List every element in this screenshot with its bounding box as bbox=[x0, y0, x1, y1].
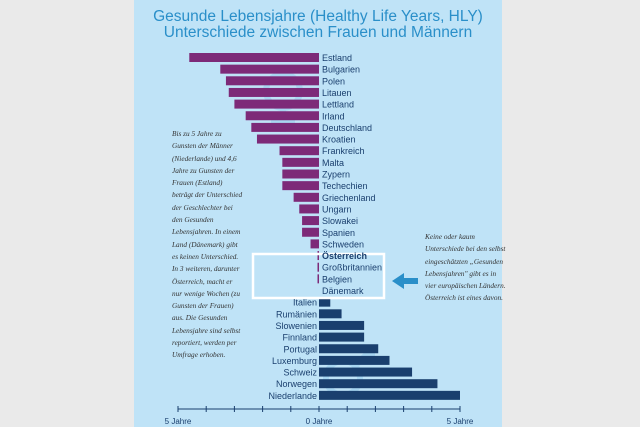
bar-irland bbox=[245, 111, 319, 121]
note-right: Keine oder kaum Unterschiede bei den sel… bbox=[425, 232, 506, 303]
label-slowenien: Slowenien bbox=[275, 321, 317, 331]
label-slowakei: Slowakei bbox=[322, 216, 358, 226]
label-zypern: Zypern bbox=[322, 170, 350, 180]
label-techechien: Techechien bbox=[322, 181, 368, 191]
x-tick-label: 0 Jahre bbox=[306, 417, 333, 426]
bar-portugal bbox=[319, 344, 379, 354]
bar-bulgarien bbox=[220, 64, 319, 74]
bar-niederlande bbox=[319, 390, 460, 400]
label-deutschland: Deutschland bbox=[322, 123, 372, 133]
label-luxemburg: Luxemburg bbox=[272, 356, 317, 366]
label-frankreich: Frankreich bbox=[322, 146, 365, 156]
note-left: Bis zu 5 Jahre zu Gunsten der Männer (Ni… bbox=[172, 129, 243, 360]
bar-lettland bbox=[234, 99, 319, 109]
label-polen: Polen bbox=[322, 76, 345, 86]
x-tick-label: 5 Jahre bbox=[165, 417, 192, 426]
label-bulgarien: Bulgarien bbox=[322, 65, 360, 75]
label-italien: Italien bbox=[293, 298, 317, 308]
bar-griechenland bbox=[293, 192, 319, 202]
label-norwegen: Norwegen bbox=[276, 379, 317, 389]
bar-schweiz bbox=[319, 367, 413, 377]
bar-schweden bbox=[310, 239, 319, 249]
bar-gro-britannien bbox=[317, 262, 319, 272]
label-griechenland: Griechenland bbox=[322, 193, 376, 203]
bar-norwegen bbox=[319, 379, 438, 389]
bar-ungarn bbox=[299, 204, 319, 214]
label-spanien: Spanien bbox=[322, 228, 355, 238]
bar-litauen bbox=[228, 87, 319, 97]
x-tick-label: 5 Jahre bbox=[447, 417, 474, 426]
bar-spanien bbox=[302, 227, 319, 237]
bar-italien bbox=[319, 297, 331, 307]
label-portugal: Portugal bbox=[283, 344, 317, 354]
arrow-left-icon bbox=[392, 273, 418, 289]
bar-frankreich bbox=[279, 146, 319, 156]
bar-slowakei bbox=[302, 216, 319, 226]
label-estland: Estland bbox=[322, 53, 352, 63]
bar-rum-nien bbox=[319, 309, 342, 319]
bar--sterreich bbox=[317, 251, 319, 261]
label-irland: Irland bbox=[322, 111, 345, 121]
bar-finnland bbox=[319, 332, 365, 342]
bar-malta bbox=[282, 157, 319, 167]
bar-estland bbox=[189, 53, 319, 62]
bar-belgien bbox=[317, 274, 319, 284]
label-schweiz: Schweiz bbox=[283, 368, 317, 378]
bar-kroatien bbox=[256, 134, 319, 144]
chart-title: Gesunde Lebensjahre (Healthy Life Years,… bbox=[153, 8, 483, 25]
highlight-box bbox=[251, 252, 386, 300]
label-schweden: Schweden bbox=[322, 239, 364, 249]
label-kroatien: Kroatien bbox=[322, 135, 356, 145]
bar-slowenien bbox=[319, 320, 365, 330]
label-litauen: Litauen bbox=[322, 88, 352, 98]
bar-deutschland bbox=[251, 122, 319, 132]
label-belgien: Belgien bbox=[322, 274, 352, 284]
bar-luxemburg bbox=[319, 355, 390, 365]
chart-subtitle: Unterschiede zwischen Frauen und Männern bbox=[163, 24, 473, 41]
label-gro-britannien: Großbritannien bbox=[322, 263, 382, 273]
label-ungarn: Ungarn bbox=[322, 204, 352, 214]
label-finnland: Finnland bbox=[282, 333, 317, 343]
label--sterreich: Österreich bbox=[322, 251, 367, 261]
label-d-nemark: Dänemark bbox=[322, 286, 364, 296]
bar-techechien bbox=[282, 181, 319, 191]
bar-polen bbox=[225, 76, 319, 86]
label-malta: Malta bbox=[322, 158, 344, 168]
label-lettland: Lettland bbox=[322, 100, 354, 110]
label-rum-nien: Rumänien bbox=[276, 309, 317, 319]
label-niederlande: Niederlande bbox=[268, 391, 317, 401]
bar-zypern bbox=[282, 169, 319, 179]
